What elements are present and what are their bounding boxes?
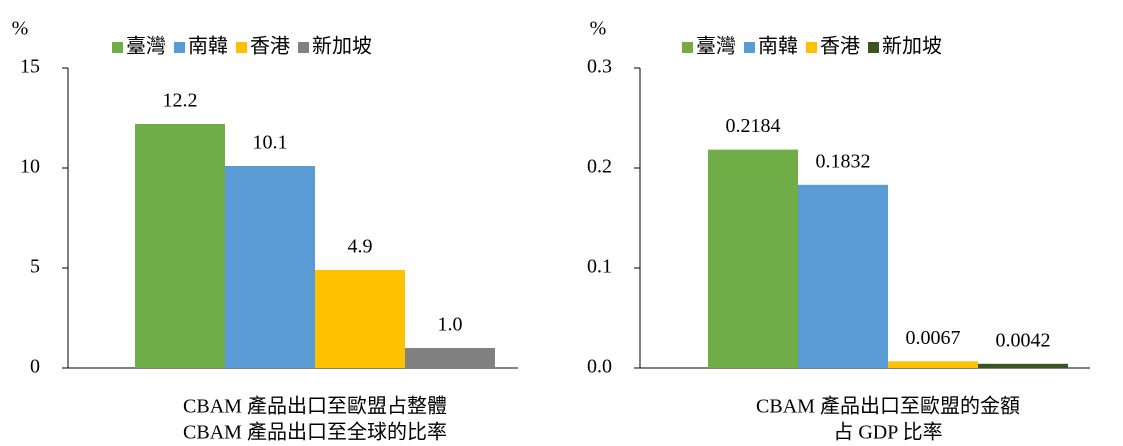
y-tick-label: 0.2	[587, 156, 612, 178]
value-label: 10.1	[253, 132, 288, 154]
value-label: 0.0042	[996, 329, 1051, 351]
legend-label: 臺灣	[696, 35, 736, 58]
bar	[708, 149, 798, 368]
value-label: 4.9	[348, 236, 373, 258]
bar	[405, 348, 495, 368]
bar	[978, 363, 1068, 368]
legend-swatch	[682, 42, 693, 53]
bar	[315, 270, 405, 368]
legend-swatch	[806, 42, 817, 53]
x-axis-label: CBAM 產品出口至歐盟的金額	[756, 395, 1020, 418]
x-axis-label: CBAM 產品出口至全球的比率	[183, 421, 447, 444]
legend-label: 香港	[250, 35, 290, 58]
legend-swatch	[744, 42, 755, 53]
bar	[798, 184, 888, 368]
legend-swatch	[112, 42, 123, 53]
y-tick-label: 10	[20, 156, 40, 178]
bar	[888, 361, 978, 368]
legend-swatch	[236, 42, 247, 53]
legend-label: 南韓	[758, 35, 798, 58]
bar	[135, 124, 225, 368]
legend-label: 新加坡	[882, 35, 942, 58]
value-label: 12.2	[163, 90, 198, 112]
legend-swatch	[298, 42, 309, 53]
y-unit: %	[590, 18, 607, 40]
y-tick-label: 0	[30, 356, 40, 378]
y-unit: %	[12, 18, 29, 40]
value-label: 0.2184	[726, 115, 781, 137]
x-axis-label: CBAM 產品出口至歐盟占整體	[183, 395, 447, 418]
legend-swatch	[174, 42, 185, 53]
legend-label: 新加坡	[312, 35, 372, 58]
value-label: 0.1832	[816, 150, 871, 172]
legend-label: 香港	[820, 35, 860, 58]
value-label: 0.0067	[906, 327, 961, 349]
y-tick-label: 5	[30, 256, 40, 278]
y-tick-label: 0.0	[587, 356, 612, 378]
x-axis-label: 占 GDP 比率	[833, 421, 942, 444]
value-label: 1.0	[438, 314, 463, 336]
legend-label: 南韓	[188, 35, 228, 58]
legend-label: 臺灣	[126, 35, 166, 58]
y-tick-label: 0.1	[587, 256, 612, 278]
y-tick-label: 0.3	[587, 56, 612, 78]
y-tick-label: 15	[20, 56, 40, 78]
legend-swatch	[868, 42, 879, 53]
bar	[225, 166, 315, 368]
